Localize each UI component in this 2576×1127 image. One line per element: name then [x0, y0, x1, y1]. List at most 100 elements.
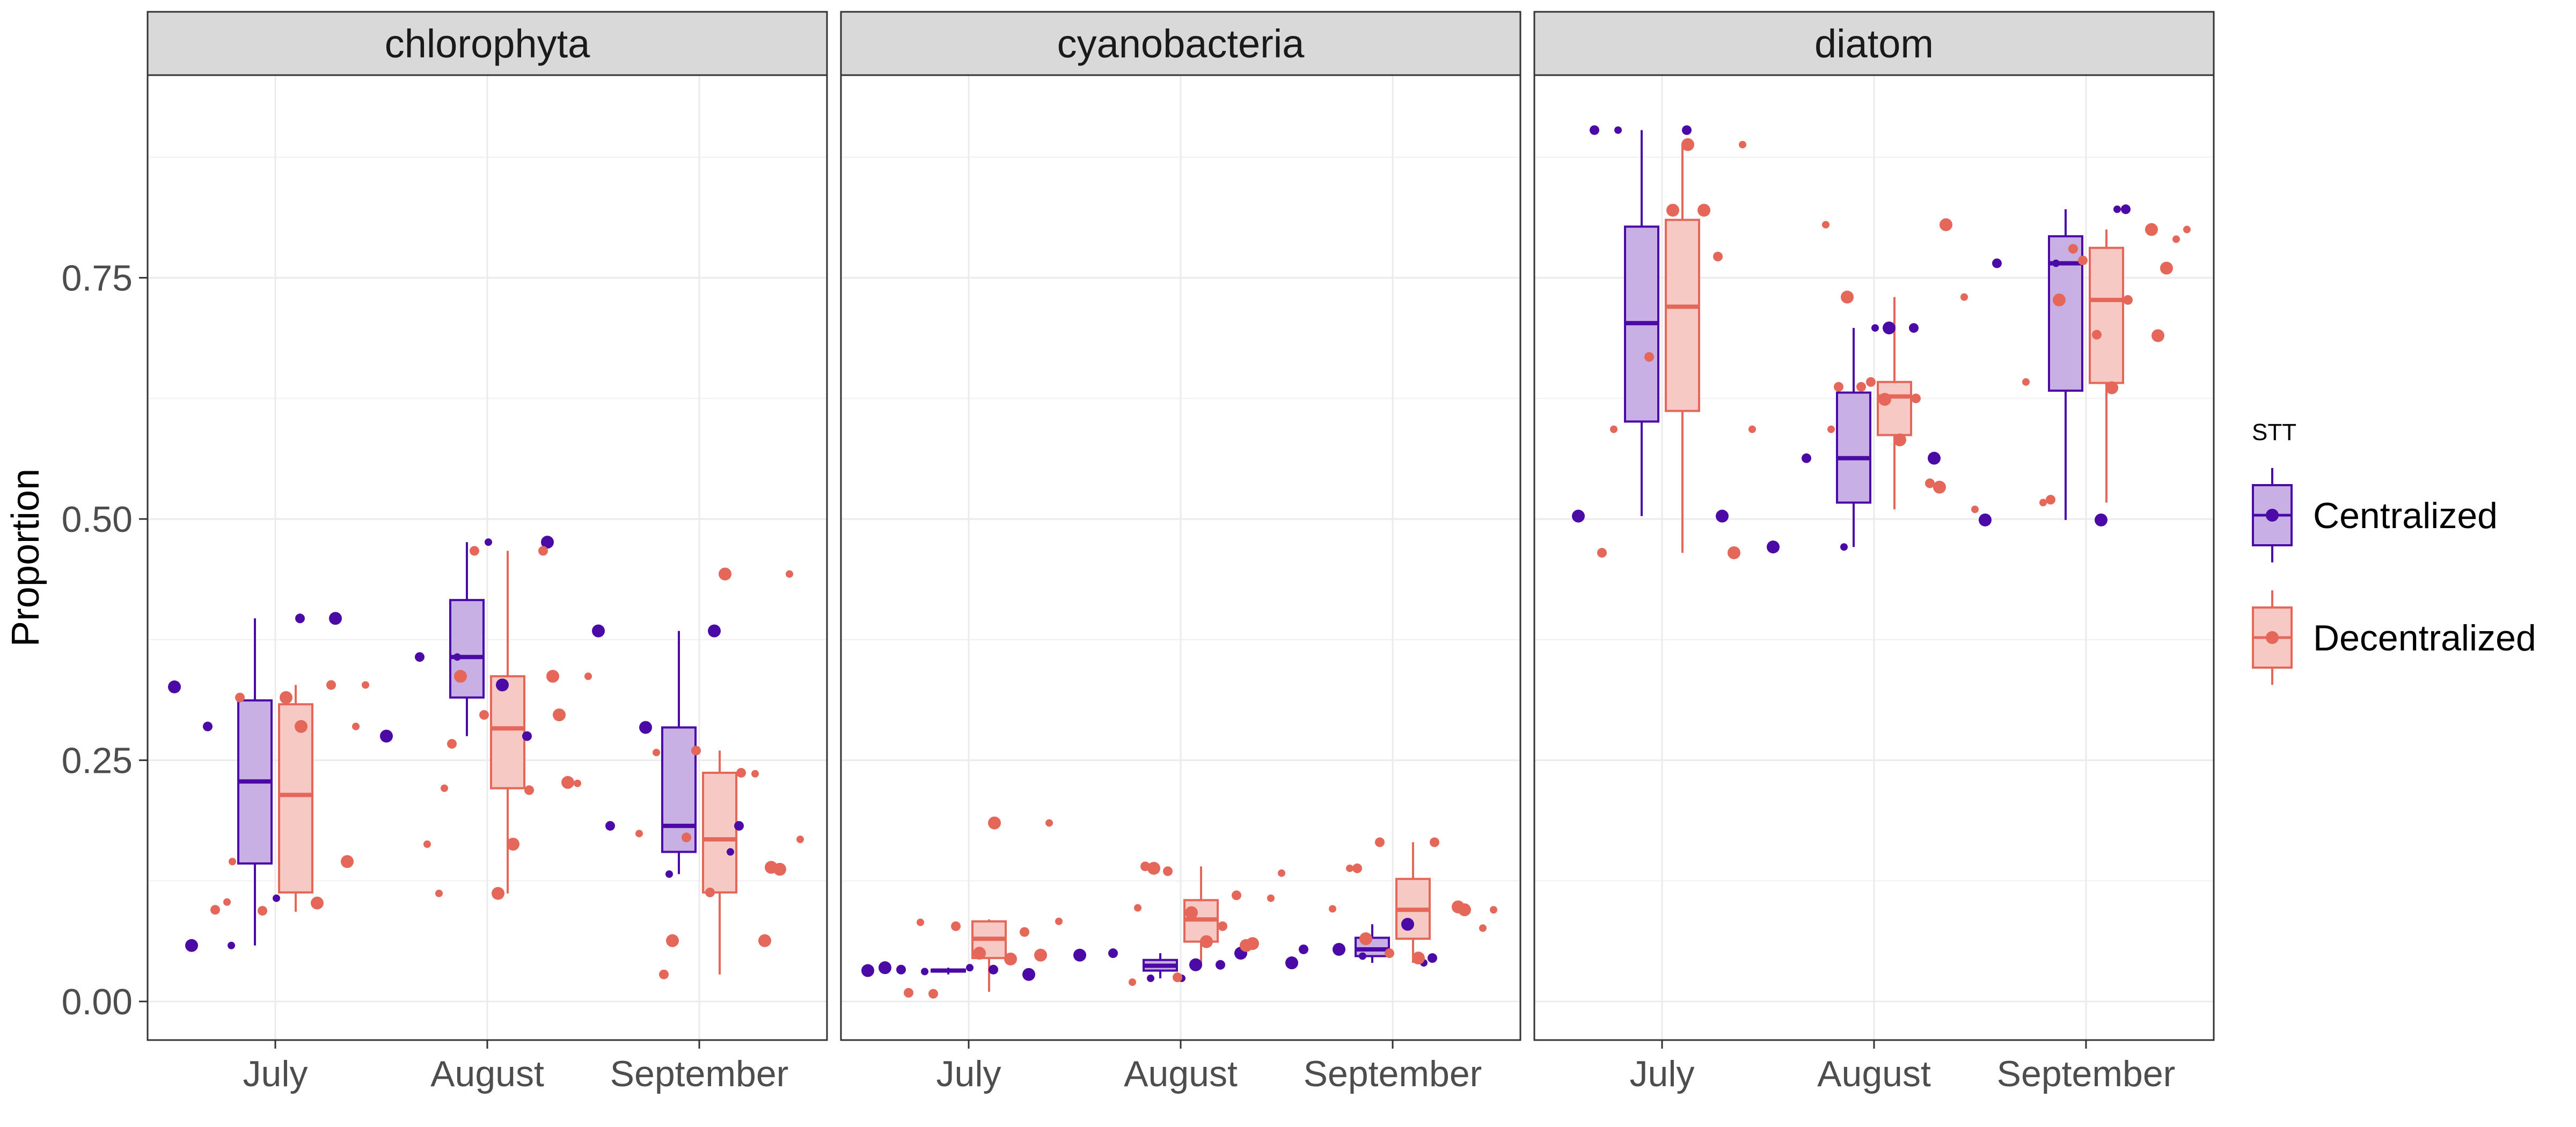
data-point: [496, 678, 509, 692]
data-point: [973, 947, 986, 960]
data-point: [1716, 509, 1729, 523]
data-point: [273, 894, 281, 902]
data-point: [1189, 958, 1202, 971]
data-point: [1682, 125, 1692, 135]
data-point: [1173, 972, 1182, 983]
data-point: [681, 832, 691, 843]
data-point: [1332, 942, 1345, 956]
data-point: [2091, 330, 2102, 340]
box: [2088, 246, 2124, 384]
legend-key-point: [2266, 509, 2279, 522]
data-point: [951, 921, 961, 931]
data-point: [665, 870, 673, 878]
data-point: [1411, 952, 1425, 965]
data-point: [1802, 453, 1811, 463]
data-point: [1451, 900, 1465, 913]
data-point: [773, 862, 786, 876]
data-point: [1022, 968, 1036, 981]
data-point: [561, 775, 574, 789]
data-point: [1866, 377, 1876, 387]
data-point: [989, 964, 999, 975]
data-point: [1610, 425, 1618, 433]
data-point: [1666, 203, 1680, 217]
x-tick-label: July: [936, 1053, 1001, 1094]
data-point: [258, 906, 268, 916]
data-point: [1834, 382, 1843, 392]
data-point: [1978, 513, 1992, 526]
data-point: [2052, 293, 2066, 306]
data-point: [492, 887, 504, 900]
data-point: [2120, 204, 2131, 214]
data-point: [2113, 205, 2121, 213]
facet-strip: [840, 11, 1521, 76]
data-point: [1285, 956, 1298, 970]
data-point: [988, 816, 1001, 830]
data-point: [1352, 863, 1362, 873]
legend-title: STT: [2252, 419, 2296, 445]
box: [449, 599, 485, 699]
data-point: [2160, 261, 2173, 275]
data-point: [341, 855, 354, 868]
data-point: [447, 739, 457, 749]
data-point: [1992, 258, 2002, 268]
data-point: [1856, 382, 1866, 392]
data-point: [2039, 499, 2047, 507]
data-point: [2172, 235, 2180, 243]
data-point: [2045, 495, 2055, 505]
data-point: [2068, 244, 2078, 254]
data-point: [1384, 948, 1394, 958]
data-point: [2094, 513, 2107, 526]
data-point: [1681, 138, 1695, 151]
x-tick-label: September: [1997, 1053, 2176, 1094]
x-tick-label: August: [1817, 1053, 1931, 1094]
data-point: [1216, 960, 1225, 970]
data-point: [1267, 894, 1275, 902]
data-point: [1878, 393, 1891, 406]
data-point: [1614, 126, 1622, 134]
data-point: [1479, 924, 1487, 932]
data-point: [1374, 837, 1385, 847]
data-point: [1134, 904, 1141, 912]
data-point: [1004, 952, 1018, 965]
data-point: [2183, 225, 2191, 233]
data-point: [185, 939, 199, 952]
data-point: [707, 624, 721, 638]
legend-entry-label: Centralized: [2313, 495, 2498, 536]
data-point: [1073, 948, 1086, 962]
data-point: [1597, 548, 1607, 558]
data-point: [1147, 861, 1160, 875]
box: [1665, 218, 1701, 412]
data-point: [635, 830, 643, 838]
data-point: [658, 969, 669, 979]
data-point: [785, 570, 793, 578]
data-point: [1960, 293, 1968, 301]
data-point: [652, 749, 660, 757]
data-point: [280, 691, 293, 704]
data-point: [454, 670, 467, 683]
data-point: [736, 767, 746, 778]
data-point: [896, 964, 906, 975]
data-point: [1163, 866, 1173, 876]
facet-chlorophyta: chlorophyta July August September: [147, 11, 828, 1094]
data-point: [1359, 932, 1372, 946]
data-point: [1401, 918, 1414, 931]
data-point: [2077, 255, 2088, 266]
data-point: [584, 672, 592, 680]
data-point: [1572, 509, 1585, 523]
data-point: [546, 670, 559, 683]
data-point: [329, 612, 342, 625]
data-point: [1427, 953, 1437, 963]
data-point: [223, 898, 231, 906]
data-point: [1429, 837, 1439, 847]
data-point: [734, 821, 744, 831]
data-point: [639, 721, 652, 734]
data-point: [228, 941, 236, 949]
data-point: [362, 681, 370, 689]
data-point: [1218, 921, 1227, 931]
facet-strip-label: chlorophyta: [385, 21, 590, 66]
data-point: [2022, 378, 2030, 386]
data-point: [1020, 927, 1030, 937]
data-point: [541, 536, 554, 549]
data-point: [380, 729, 393, 743]
